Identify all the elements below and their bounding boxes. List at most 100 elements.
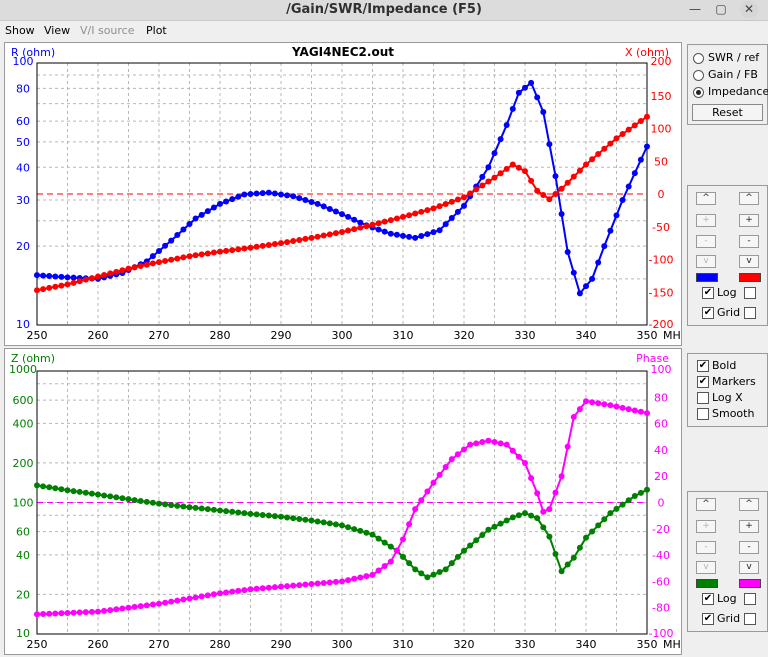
z-scale-up-button[interactable]: ^ — [696, 498, 716, 511]
series-marker-1 — [82, 276, 89, 283]
menu-vi-source[interactable]: V/I source — [80, 24, 135, 37]
close-icon[interactable]: ✕ — [740, 1, 758, 18]
left-scale-minus-button[interactable]: - — [696, 235, 716, 248]
left-scale-plus-button[interactable]: + — [696, 214, 716, 227]
y-left-tick-label: 80 — [16, 82, 30, 95]
series-marker-1 — [558, 473, 565, 480]
x-unit-label: MHz — [663, 638, 681, 651]
series-marker-0 — [149, 253, 156, 260]
radio-dot-gain[interactable] — [693, 70, 704, 81]
x-tick-label: 350 — [637, 638, 658, 651]
reset-button[interactable]: Reset — [692, 104, 763, 121]
series-marker-1 — [34, 287, 40, 294]
y-right-axis-title: X (ohm) — [625, 46, 669, 59]
impedance-r-x-plot[interactable]: 250260270280290300310320330340350MHz1008… — [4, 42, 682, 346]
z-scale-plus-button[interactable]: + — [696, 520, 716, 533]
y-left-tick-label: 1000 — [9, 363, 37, 376]
grid-checkbox-right-box[interactable] — [744, 307, 756, 319]
series-marker-1 — [119, 267, 126, 274]
series-marker-1 — [64, 281, 71, 288]
series-marker-0 — [351, 526, 358, 533]
series-marker-1 — [369, 221, 376, 228]
z-phase-chart: 250260270280290300310320330340350MHz1000… — [9, 352, 681, 651]
grid-label: Grid — [717, 306, 741, 319]
log-checkbox-right-2-box[interactable] — [744, 593, 756, 605]
series-marker-1 — [534, 187, 541, 194]
z-scale-minus-button[interactable]: - — [696, 541, 716, 554]
series-marker-0 — [339, 522, 345, 529]
series-marker-1 — [619, 404, 626, 411]
series-marker-0 — [95, 491, 101, 498]
left-scale-down-button[interactable]: v — [696, 255, 716, 268]
series-marker-1 — [454, 196, 461, 203]
x-color-swatch[interactable] — [739, 273, 761, 282]
x-unit-label: MHz — [663, 329, 681, 342]
series-marker-0 — [156, 247, 162, 254]
series-marker-1 — [107, 607, 114, 614]
series-marker-1 — [198, 593, 205, 600]
series-marker-0 — [406, 560, 413, 567]
right-scale-plus-button[interactable]: + — [739, 214, 759, 227]
series-marker-0 — [589, 275, 596, 282]
x-tick-label: 300 — [332, 329, 353, 342]
series-marker-1 — [400, 213, 406, 220]
series-marker-1 — [265, 584, 272, 591]
right-scale-up-button[interactable]: ^ — [739, 192, 759, 205]
series-marker-1 — [296, 582, 303, 589]
maximize-icon[interactable]: ▢ — [715, 2, 727, 16]
right-scale-down-button[interactable]: v — [739, 255, 759, 268]
left-scale-up-button[interactable]: ^ — [696, 192, 716, 205]
series-marker-1 — [515, 453, 522, 460]
radio-dot-swr[interactable] — [693, 53, 704, 64]
logx-checkbox-box[interactable] — [697, 392, 709, 404]
phase-scale-plus-button[interactable]: + — [739, 520, 759, 533]
y-right-tick-label: 200 — [651, 55, 672, 68]
log-checkbox-left-box[interactable]: ✔ — [702, 287, 714, 299]
phase-scale-minus-button[interactable]: - — [739, 541, 759, 554]
z-scale-down-button[interactable]: v — [696, 561, 716, 574]
smooth-checkbox-box[interactable] — [697, 408, 709, 420]
series-marker-0 — [424, 574, 431, 581]
menu-show[interactable]: Show — [5, 24, 35, 37]
impedance-z-phase-plot[interactable]: 250260270280290300310320330340350MHz1000… — [4, 348, 682, 655]
series-marker-0 — [528, 512, 535, 519]
r-color-swatch[interactable] — [696, 273, 718, 282]
bold-checkbox-box[interactable]: ✔ — [697, 360, 709, 372]
series-marker-0 — [381, 228, 388, 235]
z-color-swatch[interactable] — [696, 579, 718, 588]
series-marker-0 — [485, 526, 492, 533]
y-left-tick-label: 10 — [16, 627, 30, 640]
series-marker-0 — [363, 529, 370, 536]
menu-plot[interactable]: Plot — [146, 24, 167, 37]
log-checkbox-right-box[interactable] — [744, 287, 756, 299]
series-marker-0 — [107, 493, 114, 500]
phase-color-swatch[interactable] — [739, 579, 761, 588]
phase-scale-down-button[interactable]: v — [739, 561, 759, 574]
series-marker-1 — [442, 463, 449, 470]
series-marker-0 — [326, 520, 333, 527]
series-marker-1 — [308, 581, 315, 588]
series-marker-0 — [436, 569, 443, 576]
series-marker-1 — [607, 140, 614, 147]
y-right-axis-title: Phase — [636, 352, 669, 365]
radio-dot-impedance[interactable] — [693, 87, 704, 98]
series-marker-1 — [210, 591, 217, 598]
minimize-icon[interactable]: — — [689, 2, 701, 16]
y-left-tick-label: 400 — [13, 417, 34, 430]
log-checkbox-left-2-box[interactable]: ✔ — [702, 593, 714, 605]
series-marker-0 — [454, 553, 461, 560]
y-left-tick-label: 40 — [16, 161, 30, 174]
grid-checkbox-left-2-box[interactable]: ✔ — [702, 613, 714, 625]
smooth-label: Smooth — [712, 407, 755, 420]
series-marker-1 — [351, 226, 358, 233]
right-scale-minus-button[interactable]: - — [739, 235, 759, 248]
series-marker-1 — [278, 583, 284, 590]
y-right-tick-label: 60 — [654, 418, 668, 431]
options-panel: ✔ Bold ✔ Markers Log X Smooth — [687, 353, 768, 427]
menu-view[interactable]: View — [44, 24, 71, 37]
phase-scale-up-button[interactable]: ^ — [739, 498, 759, 511]
markers-checkbox-box[interactable]: ✔ — [697, 376, 709, 388]
grid-checkbox-left-box[interactable]: ✔ — [702, 307, 714, 319]
series-marker-0 — [101, 492, 108, 499]
grid-checkbox-right-2-box[interactable] — [744, 613, 756, 625]
